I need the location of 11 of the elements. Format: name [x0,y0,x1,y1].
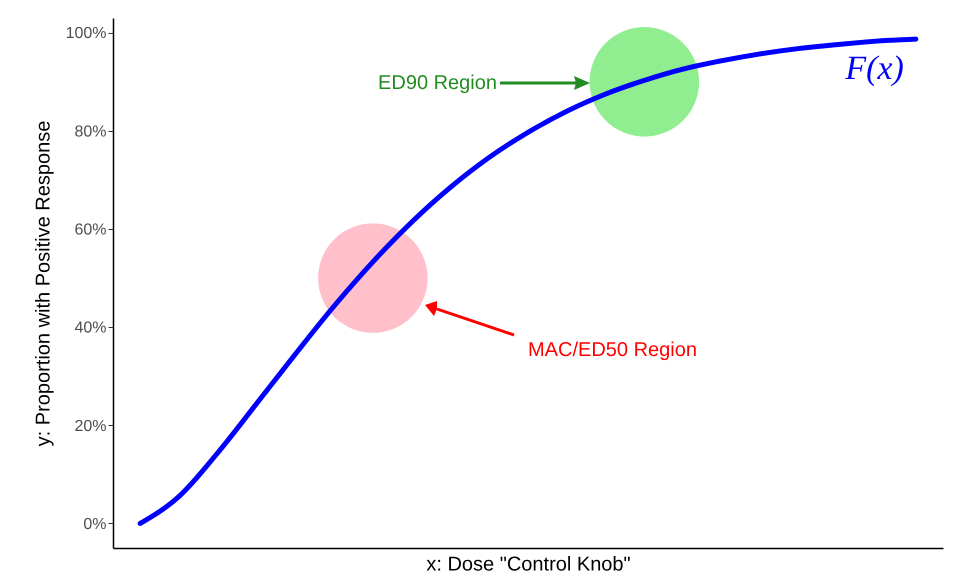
annotation: MAC/ED50 Region [528,339,697,361]
x-axis-title: x: Dose "Control Knob" [426,554,631,576]
y-tick-label: 80% [74,123,106,140]
y-tick-label: 20% [74,418,106,435]
series-label: F(x) [844,50,904,88]
y-axis-title: y: Proportion with Positive Response [32,120,55,446]
y-tick-label: 40% [74,320,106,337]
y-tick-label: 0% [83,516,106,533]
y-tick-label: 100% [66,25,106,42]
y-tick-label: 60% [74,222,106,239]
annotation: ED90 Region [378,72,497,94]
